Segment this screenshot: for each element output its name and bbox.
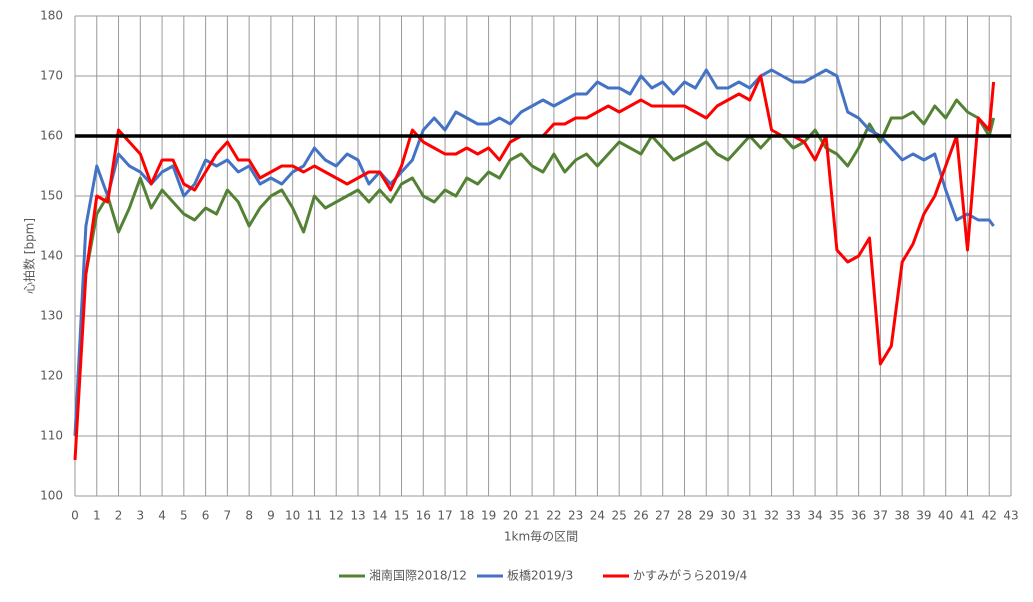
x-tick-label: 22 xyxy=(546,509,561,523)
series-line xyxy=(73,68,995,437)
x-tick-label: 10 xyxy=(285,509,300,523)
y-tick-label: 170 xyxy=(40,69,63,83)
x-tick-label: 13 xyxy=(350,509,365,523)
x-tick-label: 17 xyxy=(437,509,452,523)
y-axis-title: 心拍数 [bpm] xyxy=(22,218,37,294)
x-tick-label: 8 xyxy=(245,509,253,523)
x-tick-label: 15 xyxy=(394,509,409,523)
plot xyxy=(73,68,1011,461)
x-tick-label: 11 xyxy=(307,509,322,523)
x-tick-label: 4 xyxy=(158,509,166,523)
legend-label: かすみがうら2019/4 xyxy=(633,568,747,583)
x-tick-label: 43 xyxy=(1003,509,1018,523)
y-tick-label: 130 xyxy=(40,309,63,323)
x-tick-label: 38 xyxy=(895,509,910,523)
x-tick-label: 24 xyxy=(590,509,605,523)
x-tick-label: 31 xyxy=(742,509,757,523)
x-tick-label: 41 xyxy=(960,509,975,523)
x-tick-label: 9 xyxy=(267,509,275,523)
x-tick-label: 33 xyxy=(786,509,801,523)
x-tick-label: 7 xyxy=(224,509,232,523)
x-tick-label: 32 xyxy=(764,509,779,523)
x-tick-label: 0 xyxy=(71,509,79,523)
x-axis-title: 1km毎の区間 xyxy=(504,529,578,544)
x-tick-label: 16 xyxy=(416,509,431,523)
x-tick-label: 40 xyxy=(938,509,953,523)
x-tick-label: 19 xyxy=(481,509,496,523)
y-tick-label: 110 xyxy=(40,429,63,443)
x-tick-label: 42 xyxy=(982,509,997,523)
x-tick-label: 29 xyxy=(699,509,714,523)
x-tick-label: 20 xyxy=(503,509,518,523)
y-tick-label: 100 xyxy=(40,489,63,503)
x-tick-label: 23 xyxy=(568,509,583,523)
x-tick-label: 27 xyxy=(655,509,670,523)
x-tick-label: 2 xyxy=(115,509,123,523)
x-tick-label: 21 xyxy=(524,509,539,523)
y-tick-label: 120 xyxy=(40,369,63,383)
legend-label: 板橋2019/3 xyxy=(507,569,573,583)
x-tick-label: 12 xyxy=(329,509,344,523)
x-tick-label: 3 xyxy=(136,509,144,523)
y-tick-label: 160 xyxy=(40,129,63,143)
legend: 湘南国際2018/12 板橋2019/3 かすみがうら2019/4 xyxy=(339,568,747,583)
x-tick-label: 30 xyxy=(720,509,735,523)
series-line xyxy=(84,98,996,275)
y-tick-label: 150 xyxy=(40,189,63,203)
x-tick-label: 18 xyxy=(459,509,474,523)
x-tick-label: 26 xyxy=(633,509,648,523)
legend-label: 湘南国際2018/12 xyxy=(369,568,467,583)
x-tick-label: 5 xyxy=(180,509,188,523)
x-tick-label: 34 xyxy=(807,509,822,523)
x-tick-label: 39 xyxy=(916,509,931,523)
x-tick-label: 37 xyxy=(873,509,888,523)
x-tick-label: 6 xyxy=(202,509,210,523)
x-tick-label: 35 xyxy=(829,509,844,523)
x-tick-label: 1 xyxy=(93,509,101,523)
y-tick-label: 180 xyxy=(40,9,63,23)
x-tick-label: 36 xyxy=(851,509,866,523)
y-tick-label: 140 xyxy=(40,249,63,263)
x-tick-label: 14 xyxy=(372,509,387,523)
x-tick-label: 25 xyxy=(612,509,627,523)
x-tick-label: 28 xyxy=(677,509,692,523)
